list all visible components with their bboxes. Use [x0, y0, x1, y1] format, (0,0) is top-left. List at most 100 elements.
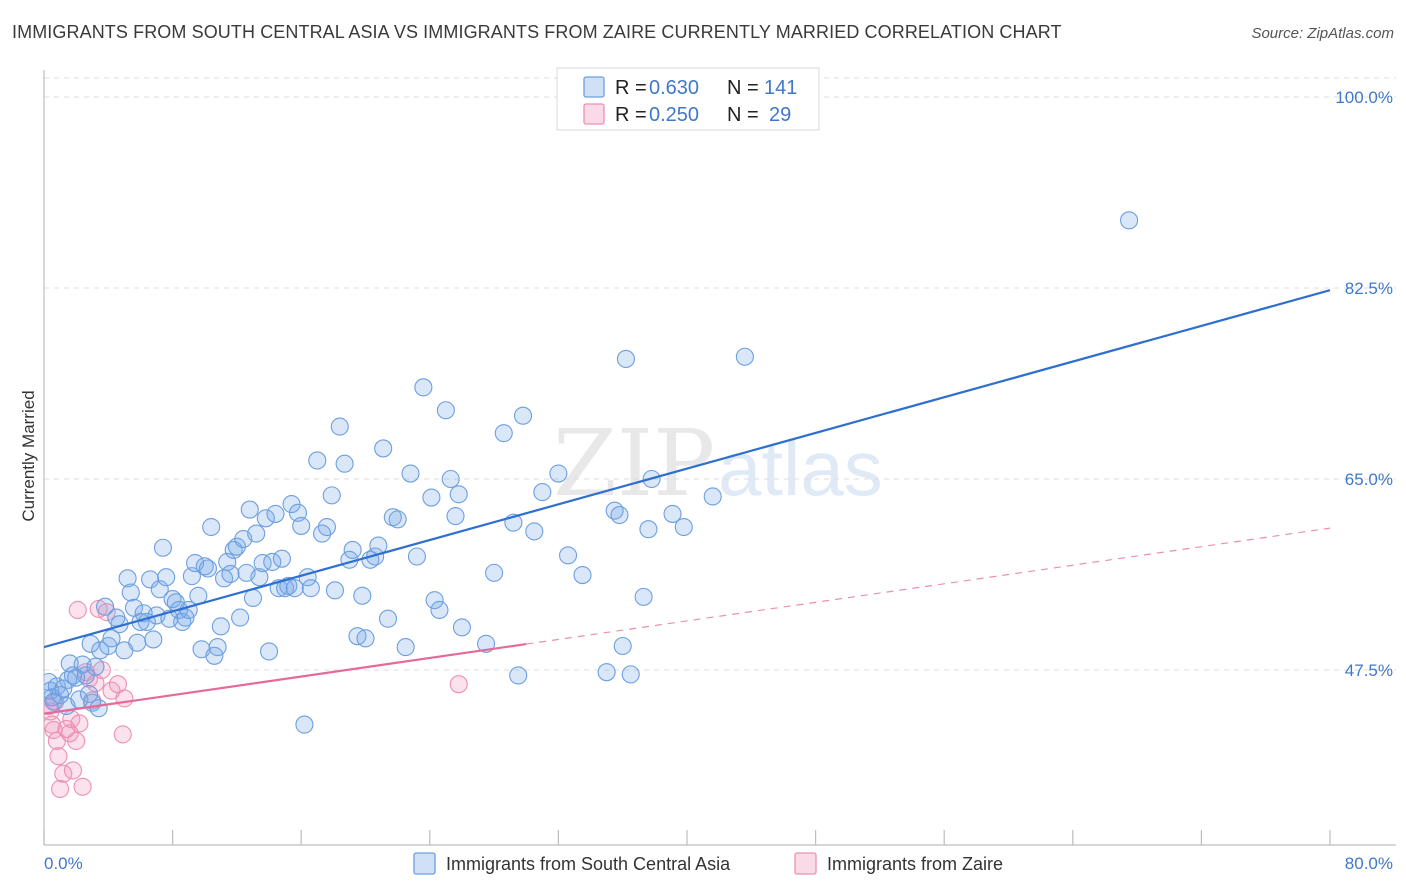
- data-point: [449, 675, 468, 694]
- data-point: [639, 520, 658, 539]
- data-point: [266, 504, 285, 523]
- legend-row-blue: R = 0.630 N = 141: [615, 77, 797, 99]
- data-point: [121, 583, 140, 602]
- data-point: [243, 588, 263, 608]
- legend-swatch-pink: [583, 103, 605, 125]
- y-axis-tick-labels: 100.0% 82.5% 65.0% 47.5%: [1335, 88, 1393, 680]
- data-point: [446, 507, 465, 526]
- data-point: [308, 451, 327, 470]
- legend-pink-r-label: R =: [615, 104, 647, 126]
- data-point: [208, 638, 227, 657]
- data-point: [198, 559, 218, 578]
- data-point: [634, 587, 653, 606]
- data-point: [113, 725, 132, 744]
- y-tick-label: 65.0%: [1345, 470, 1393, 489]
- data-point: [621, 665, 640, 684]
- data-point: [272, 549, 291, 568]
- data-point: [353, 586, 372, 605]
- stats-legend-box: [556, 67, 820, 131]
- data-point: [330, 417, 349, 436]
- data-point: [322, 486, 341, 505]
- data-point: [96, 597, 115, 616]
- data-point: [674, 517, 693, 537]
- trend-line-south-central-asia: [44, 289, 1331, 649]
- trend-lines: [44, 289, 1331, 715]
- data-point: [253, 553, 272, 573]
- data-point: [70, 714, 89, 733]
- stats-legend: R = 0.630 N = 141 R = 0.250 N = 29: [556, 67, 820, 131]
- series-legend-swatch-blue: [413, 852, 436, 875]
- data-point: [513, 406, 533, 425]
- data-point: [263, 552, 282, 571]
- data-point: [509, 666, 528, 685]
- data-point: [558, 546, 578, 565]
- data-point: [613, 636, 632, 656]
- data-point: [73, 777, 92, 796]
- data-point: [477, 634, 496, 653]
- data-point: [533, 483, 552, 502]
- data-point: [335, 454, 354, 473]
- series-legend: Immigrants from South Central Asia Immig…: [413, 852, 1003, 875]
- data-point: [115, 689, 134, 708]
- data-point: [441, 469, 460, 489]
- data-point: [449, 485, 468, 504]
- data-point: [63, 761, 82, 780]
- y-tick-label: 47.5%: [1345, 661, 1393, 680]
- legend-blue-r-label: R =: [615, 77, 647, 99]
- data-point: [54, 679, 73, 698]
- data-point: [211, 617, 230, 636]
- data-point: [549, 464, 568, 483]
- data-point: [301, 579, 320, 598]
- data-point: [285, 579, 304, 598]
- data-point: [317, 517, 336, 537]
- y-axis-label: Currently Married: [19, 390, 38, 521]
- data-point: [51, 779, 70, 799]
- data-point: [407, 547, 426, 566]
- legend-blue-n-label: N =: [727, 77, 759, 99]
- data-point: [128, 633, 147, 652]
- data-point: [195, 557, 214, 576]
- data-point: [54, 764, 73, 783]
- data-point: [525, 522, 544, 541]
- data-point: [86, 657, 105, 676]
- data-point: [414, 378, 433, 397]
- data-point: [221, 564, 240, 584]
- data-point: [343, 540, 362, 559]
- data-point: [422, 488, 441, 507]
- data-point: [49, 747, 68, 766]
- trend-line-zaire-dashed: [526, 527, 1331, 645]
- data-point: [240, 500, 259, 519]
- series-legend-label-blue: Immigrants from South Central Asia: [446, 854, 731, 874]
- data-point: [616, 349, 635, 368]
- series-south-central-asia-points: [44, 211, 1139, 734]
- legend-swatch-blue: [583, 76, 605, 98]
- data-point: [388, 510, 407, 529]
- data-point: [485, 563, 504, 582]
- data-point: [163, 590, 182, 609]
- data-point: [356, 629, 375, 648]
- x-axis-ticks: [43, 830, 1331, 845]
- y-tick-label: 82.5%: [1345, 279, 1393, 298]
- data-point: [89, 699, 108, 718]
- data-point: [383, 508, 402, 527]
- data-point: [436, 401, 455, 420]
- data-point: [157, 568, 176, 587]
- chart-title: IMMIGRANTS FROM SOUTH CENTRAL ASIA VS IM…: [12, 22, 1062, 42]
- source-credit: Source: ZipAtlas.com: [1251, 25, 1394, 42]
- data-point: [227, 537, 246, 556]
- series-legend-label-pink: Immigrants from Zaire: [827, 854, 1003, 874]
- data-point: [86, 674, 105, 693]
- series-legend-swatch-pink: [794, 852, 817, 875]
- data-point: [430, 600, 449, 620]
- legend-pink-r-value: 0.250: [649, 104, 699, 126]
- data-point: [202, 517, 221, 537]
- data-point: [663, 504, 682, 523]
- x-tick-label-max: 80.0%: [1345, 854, 1393, 873]
- legend-pink-n-value: 29: [769, 104, 791, 126]
- data-point: [256, 509, 275, 528]
- data-point: [610, 505, 629, 525]
- data-point: [292, 516, 311, 535]
- watermark-atlas: atlas: [718, 424, 883, 512]
- watermark-zip: ZIP: [553, 410, 715, 517]
- data-point: [153, 538, 173, 557]
